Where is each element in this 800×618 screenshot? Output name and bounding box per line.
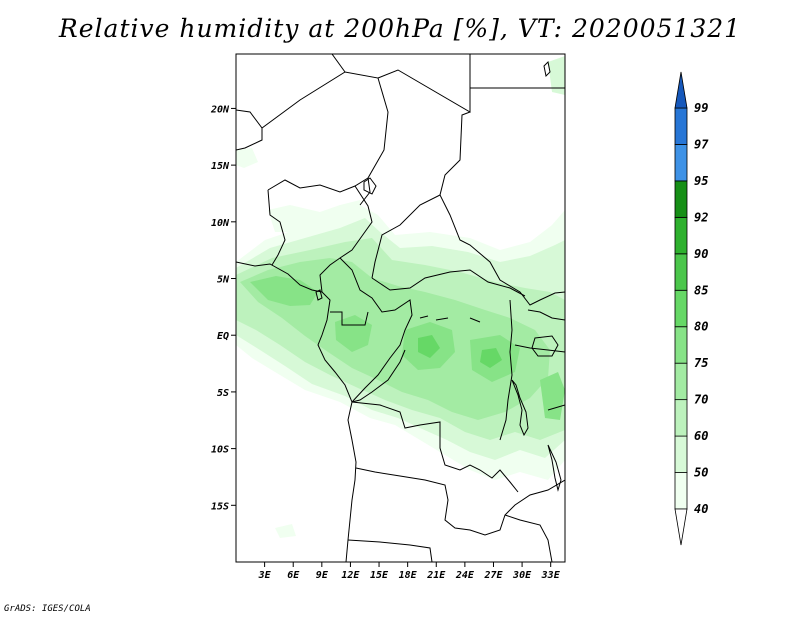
border: [236, 109, 263, 151]
lon-tick-label: 30E: [512, 570, 532, 581]
humidity-area-50: [548, 56, 565, 95]
colorbar-label: 95: [694, 174, 708, 188]
humidity-area-75: [335, 315, 372, 352]
border: [319, 185, 373, 293]
humidity-area-75: [540, 372, 565, 420]
lon-tick-label: 33E: [541, 570, 561, 581]
border: [514, 344, 565, 353]
border: [504, 514, 553, 562]
lake-malawi: [547, 444, 562, 492]
border: [439, 111, 565, 306]
colorbar-bin: [674, 253, 688, 291]
colorbar-top-triangle: [674, 71, 688, 109]
lon-tick-label: 15E: [370, 570, 389, 581]
colorbar-label: 80: [694, 320, 708, 334]
lat-tick-label: EQ: [217, 331, 229, 342]
island: [543, 60, 551, 78]
colorbar-bottom-triangle: [674, 508, 688, 546]
grads-credit: GrADS: IGES/COLA: [4, 604, 91, 614]
lon-tick-label: 18E: [399, 570, 418, 581]
border: [377, 54, 471, 113]
lat-tick-label: 5N: [217, 275, 230, 286]
colorbar-bin: [674, 144, 688, 182]
border: [339, 257, 413, 403]
humidity-area-80: [480, 348, 502, 368]
colorbar-label: 50: [694, 466, 708, 480]
colorbar-bin: [674, 399, 688, 437]
lon-tick-label: 3E: [258, 570, 272, 581]
border: [267, 177, 369, 193]
map-title: Relative humidity at 200hPa [%], VT: 202…: [58, 14, 742, 43]
border: [499, 299, 513, 441]
colorbar-label: 97: [694, 137, 709, 151]
colorbar-label: 40: [694, 502, 708, 516]
lake-chad: [363, 177, 377, 195]
border: [527, 309, 565, 321]
colorbar-bin: [674, 435, 688, 473]
border: [547, 404, 565, 411]
colorbar-label: 90: [694, 247, 708, 261]
border: [261, 71, 389, 206]
colorbar: 40 50 60 70 75 80 85 90 92 95 97 99: [674, 71, 709, 546]
colorbar-label: 92: [694, 210, 708, 224]
humidity-area-40: [268, 200, 362, 232]
lat-tick-label: 10N: [211, 218, 230, 229]
colorbar-label: 60: [694, 429, 708, 443]
longitude-axis: 3E 6E 9E 12E 15E 18E 21E 24E 27E 30E 33E: [258, 562, 561, 581]
island: [315, 289, 323, 301]
colorbar-bin: [674, 362, 688, 401]
colorbar-bin: [674, 180, 688, 218]
colorbar-bin: [674, 326, 688, 364]
colorbar-label: 70: [694, 393, 708, 407]
border: [267, 189, 286, 266]
lon-tick-label: 27E: [483, 570, 503, 581]
humidity-field: [236, 56, 565, 538]
humidity-area-80: [418, 335, 440, 358]
lat-tick-label: 15S: [211, 501, 229, 512]
colorbar-bin: [674, 472, 688, 510]
colorbar-label: 85: [694, 283, 708, 297]
colorbar-bin: [674, 289, 688, 328]
colorbar-bin: [674, 107, 688, 145]
lat-tick-label: 20N: [210, 104, 230, 115]
lat-tick-label: 10S: [211, 445, 229, 456]
latitude-axis: 20N 15N 10N 5N EQ 5S 10S 15S: [210, 104, 236, 512]
colorbar-label: 75: [694, 356, 708, 370]
country-borders: [236, 54, 565, 562]
lon-tick-label: 6E: [287, 570, 300, 581]
border: [331, 54, 346, 73]
lon-tick-label: 9E: [316, 570, 329, 581]
coastline: [236, 261, 357, 562]
colorbar-label: 99: [694, 101, 708, 115]
humidity-area-40: [275, 524, 296, 538]
border: [351, 349, 406, 403]
border: [371, 269, 526, 297]
river: [419, 315, 481, 323]
lon-tick-label: 21E: [426, 570, 446, 581]
border: [351, 401, 519, 493]
lake-victoria: [531, 335, 559, 357]
border: [355, 467, 565, 536]
border: [347, 539, 433, 562]
lake-tanganyika: [511, 379, 529, 437]
humidity-area-40: [236, 148, 258, 168]
lon-tick-label: 24E: [455, 570, 475, 581]
map-frame: [235, 53, 566, 563]
border: [330, 311, 369, 326]
border: [371, 194, 441, 279]
lat-tick-label: 5S: [217, 388, 229, 399]
colorbar-bin: [674, 216, 688, 255]
lat-tick-label: 15N: [211, 161, 230, 172]
humidity-area-75: [250, 276, 318, 306]
lon-tick-label: 12E: [341, 570, 360, 581]
